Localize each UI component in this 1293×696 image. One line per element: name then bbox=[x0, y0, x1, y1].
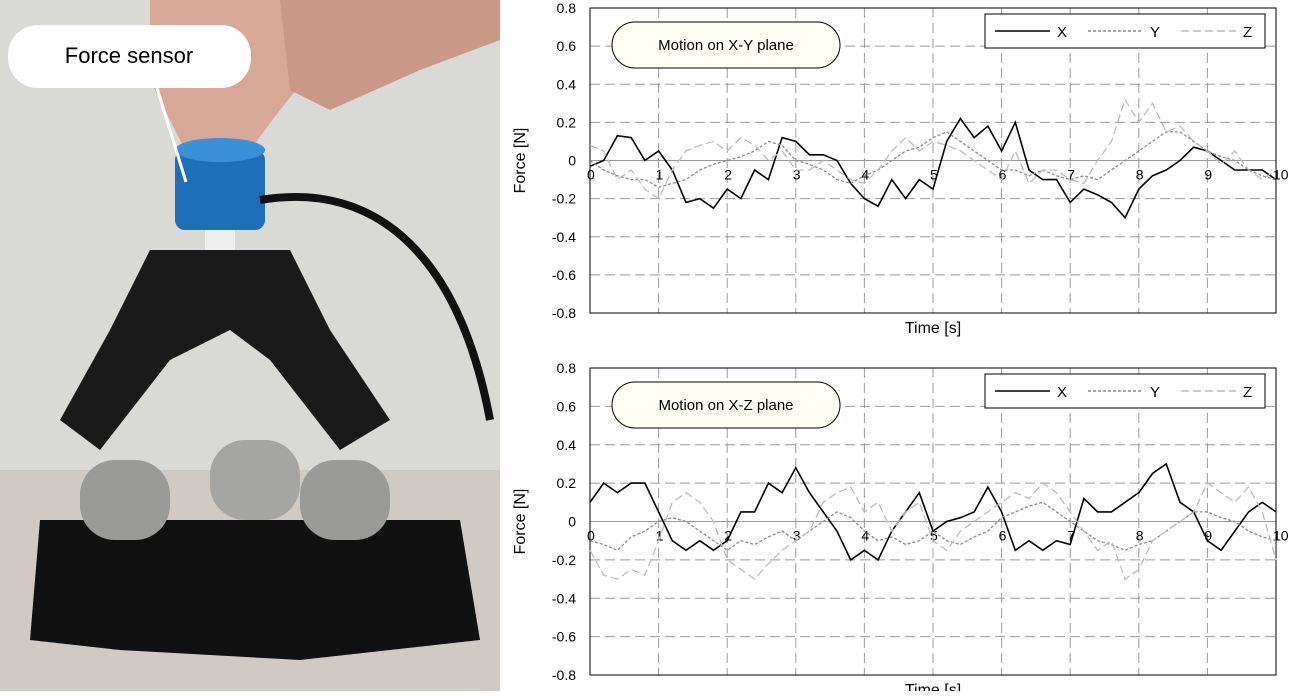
y-tick-label: -0.6 bbox=[552, 267, 576, 283]
y-tick-label: -0.4 bbox=[552, 590, 576, 606]
x-tick-label: 8 bbox=[1136, 167, 1144, 183]
y-tick-label: 0.8 bbox=[557, 0, 577, 16]
legend-label: Y bbox=[1150, 24, 1160, 41]
x-tick-label: 7 bbox=[1067, 528, 1075, 544]
series-line bbox=[589, 482, 1277, 581]
photo: Force sensor bbox=[0, 0, 500, 691]
legend-label: X bbox=[1057, 24, 1067, 41]
motor bbox=[80, 460, 170, 540]
cable bbox=[259, 192, 494, 421]
y-axis-label: Force [N] bbox=[512, 489, 529, 555]
legend-label: Y bbox=[1150, 384, 1160, 401]
x-tick-label: 10 bbox=[1273, 167, 1289, 183]
force-sensor bbox=[175, 150, 265, 230]
x-tick-label: 8 bbox=[1136, 528, 1144, 544]
x-tick-label: 0 bbox=[587, 528, 595, 544]
x-tick-label: 9 bbox=[1204, 167, 1212, 183]
annotation-box bbox=[611, 21, 841, 69]
x-tick-label: 1 bbox=[656, 167, 664, 183]
force-sensor-top bbox=[175, 138, 265, 162]
callout-box bbox=[8, 25, 251, 88]
x-tick-label: 0 bbox=[587, 167, 595, 183]
y-tick-label: -0.6 bbox=[552, 629, 576, 645]
motor bbox=[210, 440, 300, 520]
series-line bbox=[589, 131, 1277, 188]
y-axis-label: Force [N] bbox=[512, 128, 529, 194]
robot-base bbox=[30, 520, 480, 660]
callout-line bbox=[155, 87, 188, 183]
y-tick-label: -0.2 bbox=[552, 552, 576, 568]
y-tick-label: 0.2 bbox=[557, 114, 577, 130]
y-tick-label: -0.8 bbox=[552, 667, 576, 683]
y-tick-label: 0.8 bbox=[557, 360, 577, 376]
robot-arms bbox=[60, 250, 390, 450]
motor bbox=[300, 460, 390, 540]
annotation-box bbox=[611, 381, 841, 429]
x-tick-label: 3 bbox=[793, 528, 801, 544]
x-tick-label: 5 bbox=[930, 528, 938, 544]
y-tick-label: 0.4 bbox=[557, 437, 577, 453]
y-tick-label: -0.2 bbox=[552, 191, 576, 207]
x-tick-label: 4 bbox=[861, 528, 869, 544]
series-line bbox=[589, 117, 1277, 220]
callout-label: Force sensor bbox=[65, 43, 193, 68]
x-tick-label: 10 bbox=[1273, 528, 1289, 544]
x-tick-label: 3 bbox=[793, 167, 801, 183]
x-tick-label: 9 bbox=[1204, 528, 1212, 544]
y-tick-label: 0.2 bbox=[557, 475, 577, 491]
x-tick-label: 6 bbox=[999, 167, 1007, 183]
series-line bbox=[589, 462, 1277, 562]
annotation: Motion on X-Y plane bbox=[658, 37, 794, 54]
hand bbox=[280, 0, 500, 110]
y-tick-label: 0.6 bbox=[557, 38, 577, 54]
x-axis-label: Time [s] bbox=[905, 682, 961, 691]
x-tick-label: 4 bbox=[861, 167, 869, 183]
charts: 0.8 0.6 0.4 0.2 0 -0.2 -0.4 -0.6 -0.8 0 1 2 3 4 5 6 7 8 9 1… bbox=[512, 0, 1289, 696]
x-tick-label: 6 bbox=[999, 528, 1007, 544]
legend-label: Z bbox=[1243, 24, 1252, 41]
legend-label: Z bbox=[1243, 384, 1252, 401]
y-tick-label: -0.4 bbox=[552, 229, 576, 245]
y-tick-label: 0 bbox=[568, 153, 576, 169]
annotation: Motion on X-Z plane bbox=[658, 397, 793, 414]
series-line bbox=[589, 97, 1277, 200]
x-tick-label: 1 bbox=[656, 528, 664, 544]
x-axis-label: Time [s] bbox=[905, 320, 961, 337]
y-tick-label: 0.6 bbox=[557, 398, 577, 414]
y-tick-label: 0 bbox=[568, 514, 576, 530]
y-tick-label: 0.4 bbox=[557, 76, 577, 92]
x-tick-label: 2 bbox=[724, 167, 732, 183]
x-tick-label: 7 bbox=[1067, 167, 1075, 183]
legend-label: X bbox=[1057, 384, 1067, 401]
x-tick-label: 5 bbox=[930, 167, 938, 183]
plot-frame bbox=[589, 367, 1277, 676]
x-tick-label: 2 bbox=[724, 528, 732, 544]
y-tick-label: -0.8 bbox=[552, 305, 576, 321]
